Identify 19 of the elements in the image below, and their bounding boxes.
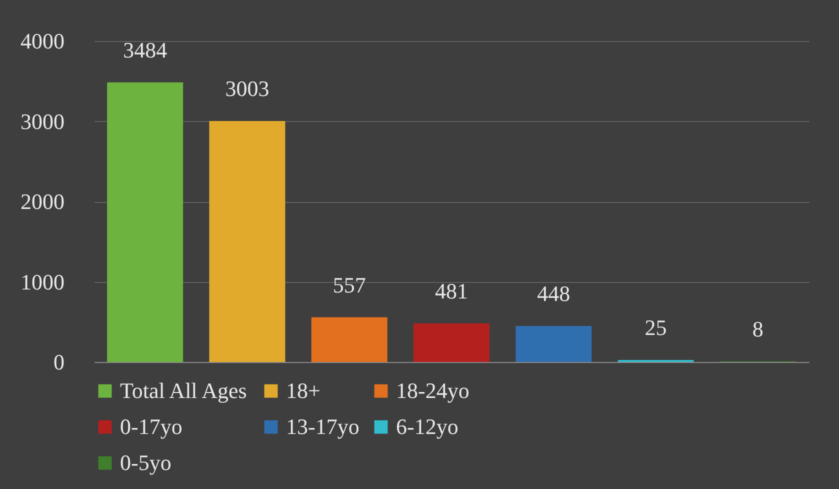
data-label: 448 — [537, 281, 570, 306]
legend-label: 0-17yo — [120, 414, 182, 439]
legend-label: 18-24yo — [396, 378, 470, 403]
y-tick-label: 0 — [54, 350, 64, 374]
y-tick-label: 2000 — [20, 189, 64, 214]
legend-label: 13-17yo — [286, 414, 360, 439]
data-label: 3003 — [225, 76, 270, 102]
legend-label: 18+ — [286, 378, 320, 403]
legend-label: Total All Ages — [120, 378, 247, 403]
data-label: 25 — [644, 314, 667, 340]
data-label: 557 — [332, 272, 366, 298]
y-tick-label: 1000 — [20, 269, 64, 294]
legend-label: 0-5yo — [120, 450, 172, 475]
data-label: 3484 — [123, 37, 168, 62]
data-label: 481 — [435, 278, 468, 304]
y-tick-label: 4000 — [20, 28, 64, 54]
y-tick-label: 3000 — [20, 108, 64, 134]
data-label: 8 — [752, 316, 764, 342]
legend-label: 6-12yo — [396, 414, 458, 439]
